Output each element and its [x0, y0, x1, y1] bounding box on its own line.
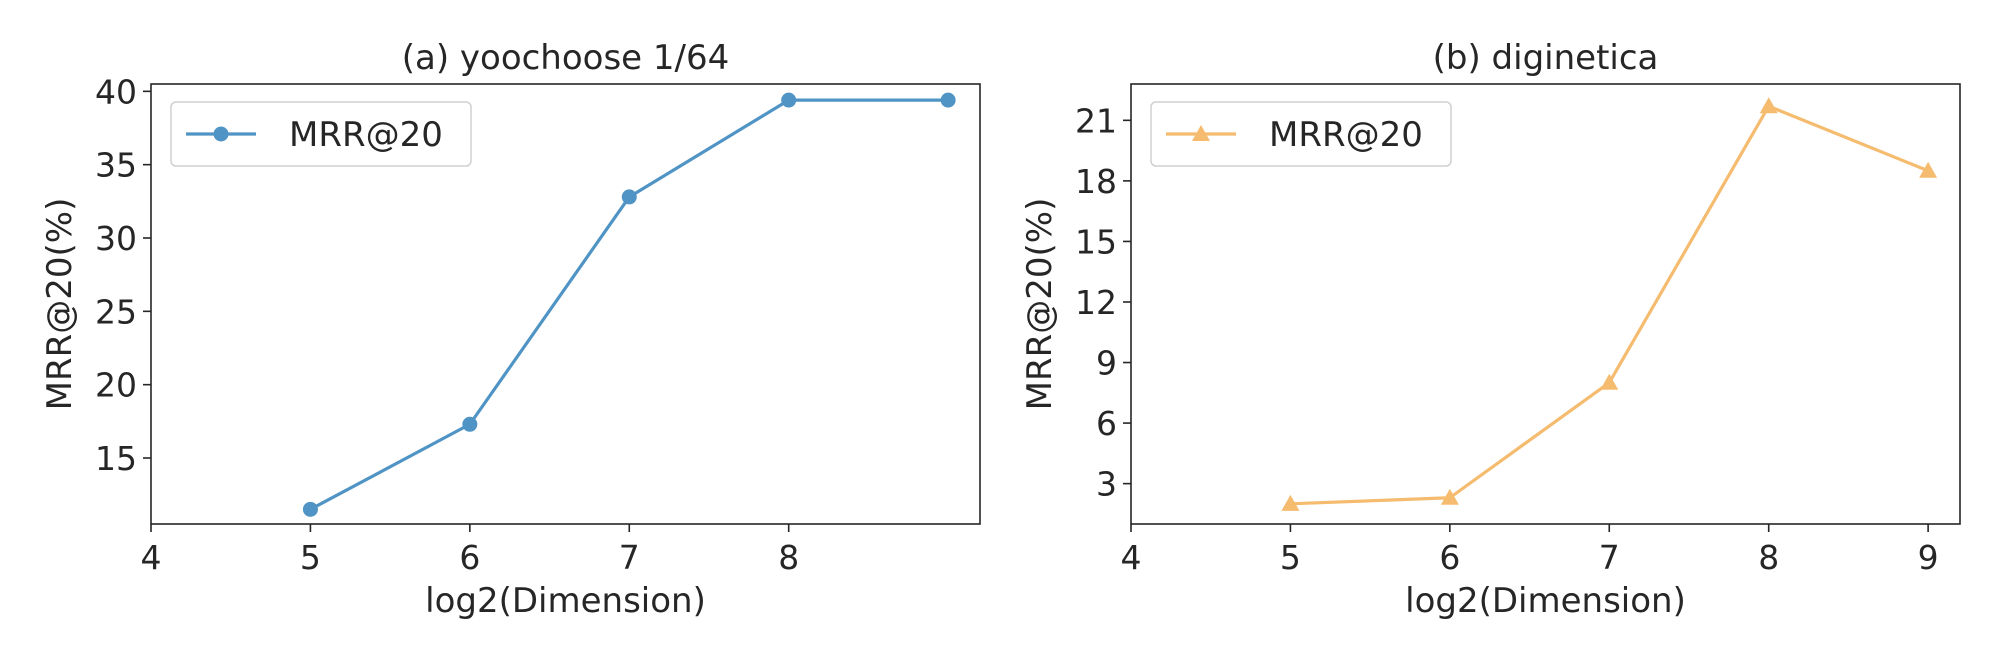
x-axis-label: log2(Dimension) [425, 581, 706, 621]
y-tick-label: 15 [1075, 222, 1117, 261]
data-point [940, 92, 956, 108]
y-axis-label: MRR@20(%) [1020, 198, 1060, 411]
data-point [1281, 494, 1300, 511]
data-point [1759, 97, 1778, 114]
x-tick-label: 9 [1918, 538, 1939, 577]
chart-title: (b) diginetica [1433, 38, 1659, 78]
legend-label: MRR@20 [1269, 115, 1423, 155]
data-point [781, 92, 797, 108]
y-tick-label: 15 [95, 439, 137, 478]
x-tick-label: 8 [1758, 538, 1779, 577]
legend-box [170, 101, 472, 167]
y-tick-label: 35 [95, 146, 137, 185]
y-tick-label: 25 [95, 292, 137, 331]
legend-marker [1192, 125, 1210, 141]
x-tick-label: 7 [1599, 538, 1620, 577]
chart-title: (a) yoochoose 1/64 [402, 38, 730, 78]
x-tick-label: 8 [778, 538, 799, 577]
y-tick-label: 6 [1096, 404, 1117, 443]
data-point [1600, 373, 1619, 390]
x-tick-label: 6 [1439, 538, 1460, 577]
legend-label: MRR@20 [289, 115, 443, 155]
data-point [462, 416, 478, 432]
chart-panel-1: (b) diginetica 4 5 6 7 8 9 3 6 9 12 15 18 21 log2(Dime… [1020, 38, 1961, 621]
y-tick-label: 3 [1096, 465, 1117, 504]
x-axis-label: log2(Dimension) [1405, 581, 1686, 621]
x-tick-label: 5 [300, 538, 321, 577]
data-point [302, 501, 318, 517]
y-tick-label: 18 [1075, 162, 1117, 201]
y-tick-label: 40 [95, 72, 137, 111]
x-tick-label: 4 [141, 538, 162, 577]
x-tick-label: 5 [1280, 538, 1301, 577]
x-tick-label: 7 [619, 538, 640, 577]
plot-frame [1130, 83, 1961, 525]
x-tick-label: 6 [459, 538, 480, 577]
y-tick-label: 20 [95, 366, 137, 405]
plot-frame [150, 83, 981, 525]
legend-box [1150, 101, 1452, 167]
chart-panel-0: (a) yoochoose 1/64 4 5 6 7 8 15 20 25 30 35 40 log2(… [40, 38, 981, 621]
y-axis-label: MRR@20(%) [40, 198, 80, 411]
y-tick-label: 9 [1096, 344, 1117, 383]
data-point [1440, 488, 1459, 505]
x-tick-label: 4 [1121, 538, 1142, 577]
y-tick-label: 12 [1075, 283, 1117, 322]
y-tick-label: 21 [1075, 101, 1117, 140]
data-point [1919, 161, 1938, 178]
y-tick-label: 30 [95, 219, 137, 258]
data-point [621, 189, 637, 205]
legend-marker [213, 126, 229, 142]
